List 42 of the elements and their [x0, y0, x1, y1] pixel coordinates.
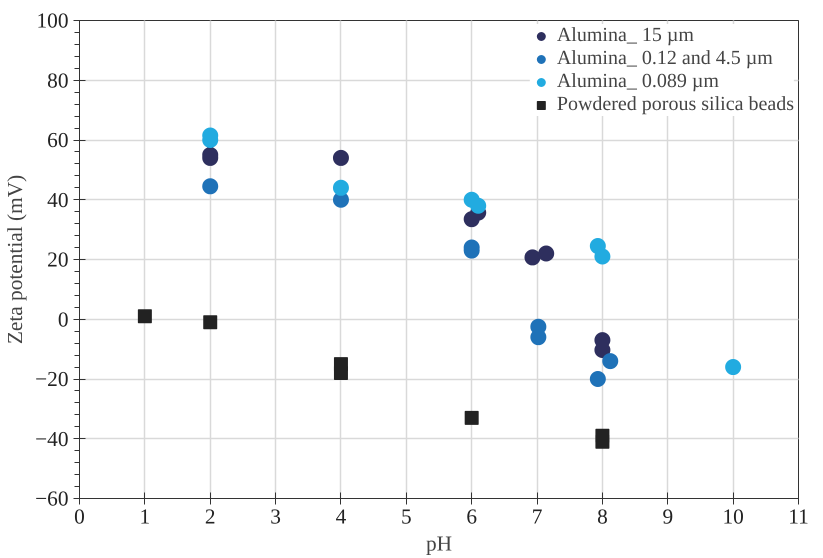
x-tick-label: 6 [466, 504, 478, 528]
legend-label: Powdered porous silica beads [556, 93, 794, 116]
point [203, 315, 218, 330]
point [602, 353, 618, 370]
point [590, 371, 606, 387]
y-axis-title: Zeta potential (mV) [3, 174, 28, 344]
y-tick-label: −60 [35, 486, 69, 510]
point [594, 248, 610, 264]
x-axis-title: pH [426, 532, 452, 556]
y-tick-label: 20 [47, 248, 68, 272]
point [595, 434, 610, 449]
x-tick-label: 8 [597, 504, 608, 528]
point [538, 246, 554, 262]
x-tick-label: 9 [662, 504, 674, 528]
y-tick-label: 0 [58, 307, 69, 332]
point [332, 180, 349, 196]
y-tick-label: −20 [35, 367, 69, 391]
legend-label: Alumina_ 0.12 and 4.5 µm [556, 47, 773, 70]
x-tick-label: 7 [532, 504, 543, 528]
x-tick-label: 4 [336, 504, 347, 528]
point [464, 410, 479, 425]
y-tick-label: −40 [35, 426, 69, 451]
y-tick-label: 60 [47, 128, 68, 152]
legend-label: Alumina_ 0.089 µm [556, 70, 719, 93]
point [725, 359, 742, 376]
point [524, 249, 540, 266]
legend-label: Alumina_ 15 µm [556, 24, 694, 47]
point [470, 198, 486, 214]
y-tick-label: 100 [36, 8, 69, 32]
point [202, 178, 218, 194]
point [138, 309, 152, 324]
x-tick-label: 3 [270, 504, 281, 528]
x-tick-label: 10 [722, 504, 744, 528]
point [334, 366, 348, 380]
x-tick-label: 5 [400, 504, 412, 528]
x-tick-label: 1 [140, 504, 150, 528]
point [332, 150, 349, 166]
x-tick-label: 2 [204, 504, 216, 528]
y-tick-label: 40 [47, 188, 68, 212]
x-tick-label: 0 [74, 504, 85, 528]
y-tick-label: 80 [47, 68, 68, 92]
x-tick-label: 11 [788, 504, 809, 528]
